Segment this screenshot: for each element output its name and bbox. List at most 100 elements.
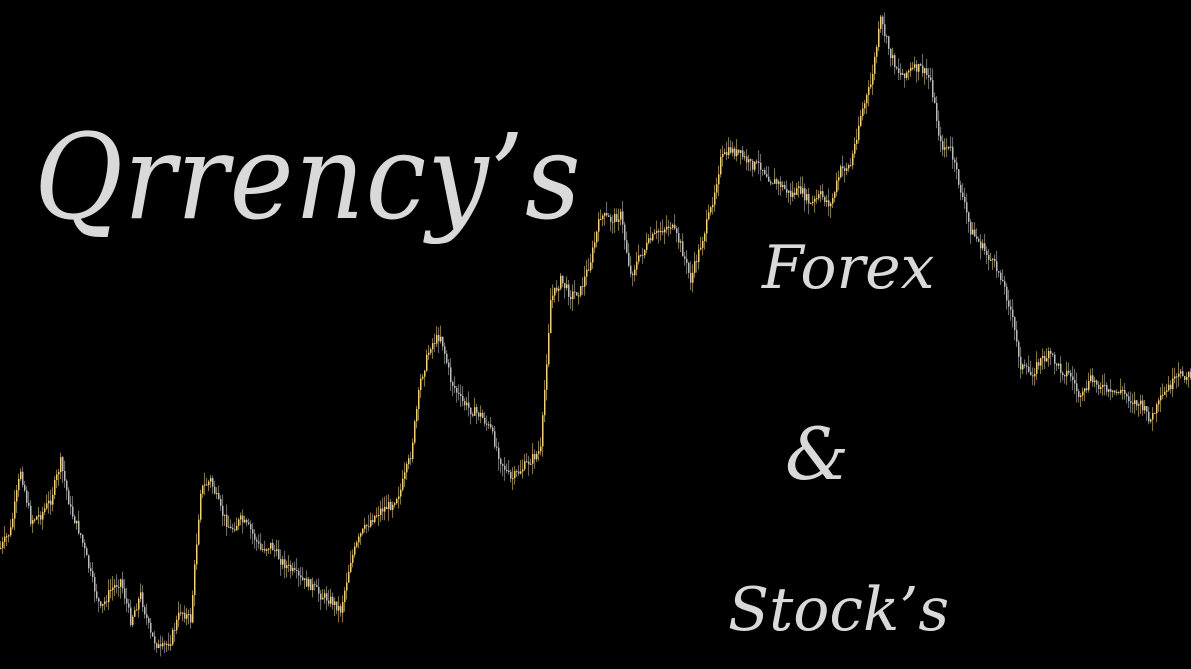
candle-body	[86, 548, 88, 556]
candle-body	[676, 228, 678, 234]
candle-body	[952, 146, 954, 160]
candle-body	[778, 181, 780, 184]
candle-body	[592, 247, 594, 263]
candle-body	[536, 453, 538, 460]
candle-body	[972, 229, 974, 235]
candle-body	[814, 198, 816, 202]
candle-body	[1172, 378, 1174, 390]
candle-body	[1086, 388, 1088, 391]
candle-body	[640, 254, 642, 256]
candle-body	[452, 382, 454, 386]
candle-body	[220, 499, 222, 506]
candle-body	[396, 498, 398, 504]
candle-body	[774, 179, 776, 184]
candle-body	[1122, 389, 1124, 391]
candle-body	[996, 261, 998, 272]
candle-body	[620, 211, 622, 220]
candle-body	[92, 571, 94, 578]
candle-body	[790, 190, 792, 197]
candle-body	[856, 139, 858, 144]
candle-body	[386, 506, 388, 510]
candle-body	[174, 629, 176, 631]
candle-body	[688, 262, 690, 273]
candle-body	[562, 275, 564, 284]
candle-body	[848, 165, 850, 169]
candle-body	[464, 401, 466, 406]
candle-body	[104, 601, 106, 605]
candle-body	[1008, 300, 1010, 307]
candle-body	[50, 500, 52, 505]
candle-body	[26, 490, 28, 503]
candle-body	[558, 288, 560, 291]
candle-body	[772, 183, 774, 185]
candle-body	[74, 516, 76, 524]
candle-body	[66, 480, 68, 491]
candle-body	[334, 601, 336, 605]
candle-body	[410, 458, 412, 460]
candle-body	[672, 224, 674, 228]
candle-body	[322, 597, 324, 600]
candle-body	[328, 600, 330, 604]
candle-body	[658, 230, 660, 233]
candle-body	[34, 519, 36, 521]
candle-body	[1142, 400, 1144, 411]
candle-body	[250, 524, 252, 530]
candle-body	[674, 224, 676, 229]
candle-body	[660, 230, 662, 233]
candle-body	[998, 271, 1000, 273]
candle-body	[834, 192, 836, 198]
candle-body	[184, 612, 186, 619]
candle-body	[802, 188, 804, 194]
candle-body	[286, 565, 288, 569]
candle-body	[444, 346, 446, 354]
candle-body	[132, 616, 134, 625]
candle-body	[170, 644, 172, 646]
candle-body	[366, 524, 368, 527]
candle-body	[936, 102, 938, 121]
candle-body	[412, 442, 414, 460]
candle-body	[540, 446, 542, 452]
candle-body	[208, 481, 210, 486]
candle-body	[1154, 413, 1156, 415]
candle-body	[478, 412, 480, 417]
candle-body	[394, 503, 396, 505]
candle-body	[784, 185, 786, 189]
candle-body	[752, 160, 754, 170]
candle-body	[1162, 394, 1164, 396]
candle-body	[898, 68, 900, 73]
candle-body	[1176, 376, 1178, 378]
candle-body	[234, 529, 236, 531]
candle-body	[766, 174, 768, 177]
candle-body	[186, 614, 188, 619]
candle-body	[460, 393, 462, 396]
candle-body	[1012, 309, 1014, 318]
candle-body	[58, 471, 60, 475]
candle-body	[370, 520, 372, 527]
candle-body	[1128, 396, 1130, 402]
candle-body	[210, 478, 212, 482]
candle-body	[362, 528, 364, 534]
candle-body	[792, 192, 794, 197]
candle-body	[634, 269, 636, 276]
candle-body	[956, 162, 958, 170]
candle-body	[294, 567, 296, 570]
candle-body	[992, 258, 994, 260]
candle-body	[498, 447, 500, 459]
candle-body	[1082, 391, 1084, 396]
candle-body	[922, 65, 924, 74]
candle-body	[598, 219, 600, 232]
candle-body	[152, 632, 154, 637]
candle-body	[718, 174, 720, 185]
candle-body	[864, 103, 866, 109]
candle-body	[90, 568, 92, 572]
forex-label: Forex	[762, 233, 935, 303]
candle-body	[630, 265, 632, 274]
candle-body	[722, 154, 724, 157]
candle-body	[56, 474, 58, 481]
candle-body	[916, 64, 918, 72]
candle-body	[1112, 390, 1114, 392]
candle-body	[346, 582, 348, 591]
candle-body	[628, 252, 630, 266]
candle-body	[484, 417, 486, 424]
candle-body	[654, 232, 656, 235]
